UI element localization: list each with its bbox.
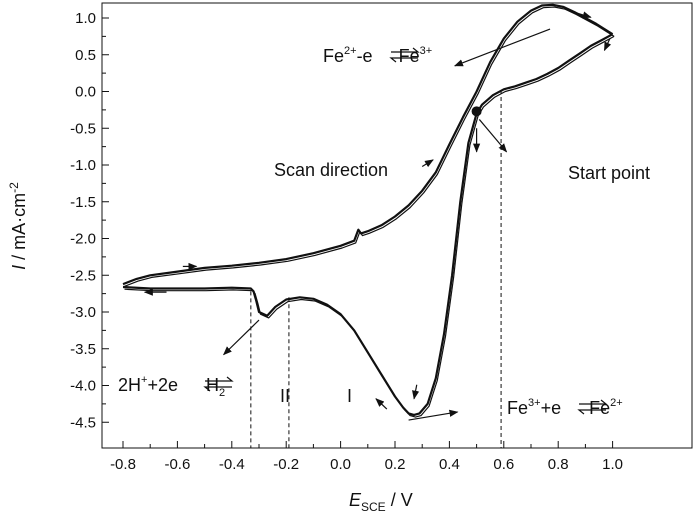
x-tick-label: 1.0 [602,456,623,473]
scan-peak-arrow [568,10,592,19]
y-tick-label: -0.5 [70,120,96,137]
cv-branch-3 [475,33,614,115]
x-tick-label: 0.8 [548,456,569,473]
equilibrium-arrows-icon [577,399,608,415]
scan-up-arrow [421,159,434,168]
x-tick-label: -0.6 [164,456,190,473]
cv-curves [122,3,615,418]
x-tick-label: 0.0 [330,456,351,473]
cv-branch-1 [122,113,478,416]
annotation-arrows [143,10,612,421]
x-tick-label: 0.4 [439,456,460,473]
x-tick-label: -0.4 [219,456,245,473]
cv-branch-3-repeat [477,35,615,117]
y-tick-label: -4.0 [70,378,96,395]
x-tick-label: 0.2 [385,456,406,473]
y-axis-ticks: 1.0 0.5 0.0 -0.5 -1.0 -1.5 -2.0 -2.5 -3.0 -3.5 -4.… [70,10,109,431]
y-tick-label: -1.0 [70,157,96,174]
x-tick-label: 0.6 [493,456,514,473]
y-tick-label: -1.5 [70,194,96,211]
y-tick-label: 0.5 [75,47,96,64]
x-axis-title: ESCE / V [349,490,413,514]
fe-reduction-arrow [408,409,459,421]
cv-branch-1-repeat [124,115,479,418]
fe-reduction-label: Fe3++e Fe2+ [507,397,623,418]
y-tick-label: -2.0 [70,231,96,248]
fe-oxidation-label: Fe2+-e Fe3+ [323,45,432,66]
y-tick-label: -3.5 [70,341,96,358]
region-1-label: I [347,386,352,406]
plot-frame [101,2,693,449]
hydrogen-arrow [222,319,260,356]
start-point-arrow [478,119,508,153]
equilibrium-arrows-icon [389,47,420,63]
y-axis-title: I / mA·cm-2 [7,182,29,270]
equilibrium-arrows-icon [203,376,234,392]
y-tick-label: 0.0 [75,84,96,101]
x-tick-label: -0.2 [273,456,299,473]
x-axis-ticks: -0.8 -0.6 -0.4 -0.2 0.0 0.2 0.4 0.6 0.8 1.0 [110,441,623,473]
cv-branch-2 [122,3,614,286]
region-2-label: II [280,386,290,406]
y-tick-label: 1.0 [75,10,96,27]
scan-return-arrow [375,398,388,410]
y-tick-label: -3.0 [70,304,96,321]
scan-direction-label: Scan direction [274,160,388,180]
start-point-marker [471,106,482,117]
scan-turn-arrow [603,38,612,52]
x-tick-label: -0.8 [110,456,136,473]
y-tick-label: -4.5 [70,414,96,431]
y-tick-label: -2.5 [70,267,96,284]
start-point-label: Start point [568,163,650,183]
scan-down-arrow [412,384,420,400]
hydrogen-label: 2H++2e H2 [118,374,225,399]
fe-oxidation-arrow [454,28,551,67]
cv-branch-2-repeat [124,6,615,287]
